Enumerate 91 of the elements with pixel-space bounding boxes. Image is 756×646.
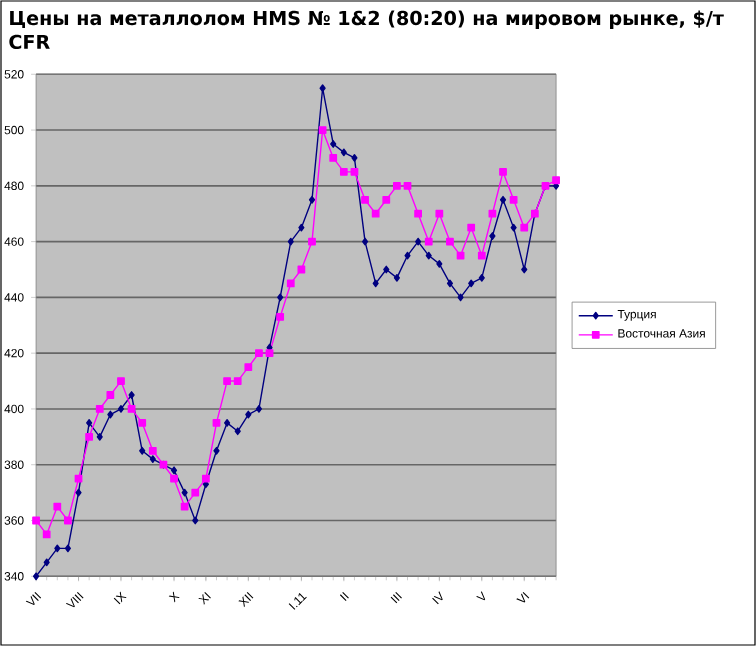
point	[139, 446, 146, 455]
point	[64, 544, 71, 553]
point	[213, 446, 220, 455]
point	[276, 313, 285, 321]
point	[192, 516, 199, 525]
point	[255, 349, 263, 358]
point	[297, 265, 306, 274]
point	[53, 502, 62, 511]
point	[54, 544, 61, 553]
point	[403, 181, 412, 190]
point	[277, 293, 284, 302]
point	[520, 223, 529, 232]
point	[128, 391, 135, 399]
point	[244, 363, 253, 371]
point	[233, 377, 242, 385]
point	[75, 488, 82, 497]
point	[95, 405, 104, 413]
point	[552, 176, 560, 185]
point	[383, 265, 390, 274]
point	[86, 419, 93, 427]
point	[393, 181, 401, 190]
point	[478, 273, 485, 282]
point	[435, 209, 444, 218]
point	[308, 237, 316, 246]
point	[372, 279, 379, 288]
chart-title: Цены на металлолом HMS № 1&2 (80:20) на мировом рынке, $/т CFR	[9, 10, 724, 50]
point	[106, 391, 115, 399]
point	[287, 237, 294, 246]
point	[265, 349, 274, 358]
point	[457, 293, 464, 302]
point	[32, 516, 40, 525]
point	[371, 209, 380, 218]
point	[319, 84, 326, 93]
point	[64, 516, 72, 525]
point	[521, 265, 528, 274]
point	[127, 405, 136, 413]
point	[107, 410, 114, 419]
point	[181, 488, 188, 497]
point	[488, 209, 497, 218]
point	[74, 474, 83, 483]
point	[212, 419, 221, 427]
point	[350, 168, 359, 176]
point	[43, 558, 50, 567]
point	[298, 223, 305, 232]
point	[191, 488, 200, 497]
point	[180, 502, 189, 511]
point	[42, 530, 51, 539]
point	[318, 126, 327, 134]
point	[489, 232, 496, 240]
point	[499, 168, 507, 176]
point	[32, 572, 40, 581]
point	[117, 405, 125, 413]
point	[468, 279, 475, 288]
point	[415, 237, 422, 246]
point	[393, 273, 400, 282]
point	[351, 154, 358, 162]
point	[467, 223, 476, 232]
point	[308, 195, 316, 204]
point	[446, 237, 454, 246]
point	[170, 474, 178, 483]
point	[361, 237, 369, 246]
point	[148, 446, 157, 455]
point	[117, 377, 125, 385]
point	[85, 432, 94, 441]
point	[436, 260, 443, 268]
point	[382, 195, 391, 204]
point	[330, 140, 337, 148]
point	[510, 223, 517, 232]
point	[477, 251, 486, 260]
point	[201, 474, 210, 483]
point	[340, 148, 347, 157]
point	[138, 419, 147, 427]
point	[149, 455, 156, 464]
point	[425, 251, 432, 260]
point	[361, 195, 369, 204]
point	[245, 410, 252, 419]
point	[414, 209, 422, 218]
point	[234, 427, 241, 436]
point	[170, 466, 178, 475]
point	[404, 251, 411, 260]
point	[499, 195, 507, 204]
point	[255, 405, 263, 413]
point	[224, 419, 231, 427]
point	[96, 432, 103, 441]
point	[424, 237, 433, 246]
point	[286, 279, 295, 288]
point	[509, 195, 518, 204]
point	[446, 279, 454, 288]
point	[339, 168, 348, 176]
point	[329, 154, 338, 162]
point	[223, 377, 231, 385]
